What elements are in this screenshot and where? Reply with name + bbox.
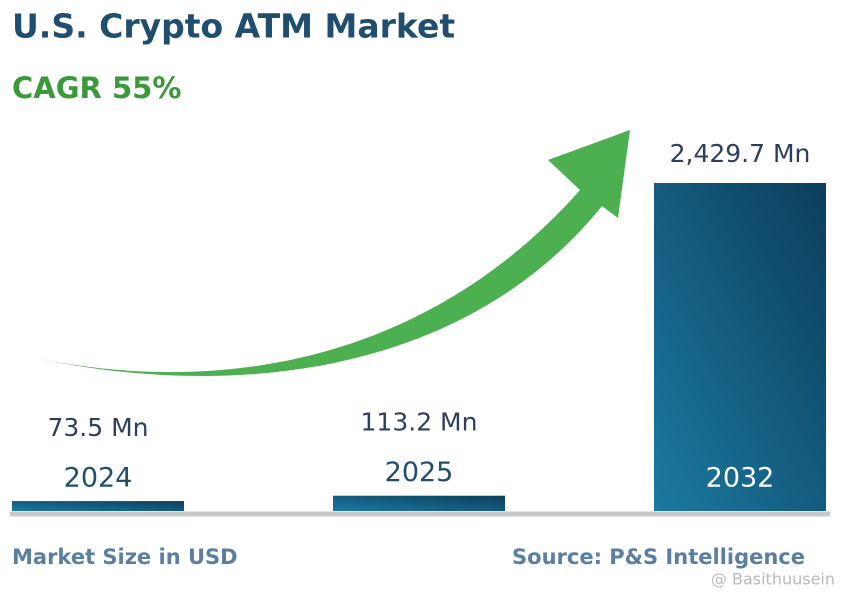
bar (333, 495, 505, 511)
subtitle: CAGR 55% (12, 71, 181, 105)
value-label: 113.2 Mn (361, 408, 478, 437)
x-tick-label: 2024 (64, 463, 133, 494)
x-tick-label: 2032 (706, 463, 775, 494)
x-axis-label: Market Size in USD (12, 545, 238, 569)
x-tick-label: 2025 (385, 457, 454, 488)
value-label: 2,429.7 Mn (670, 139, 811, 168)
chart-title: U.S. Crypto ATM Market (12, 7, 455, 46)
bar (12, 501, 184, 511)
bar (654, 183, 826, 511)
growth-arrow (22, 130, 630, 377)
watermark: @ Basithuusein (711, 570, 835, 589)
value-label: 73.5 Mn (47, 413, 148, 442)
source: Source: P&S Intelligence (512, 545, 805, 569)
